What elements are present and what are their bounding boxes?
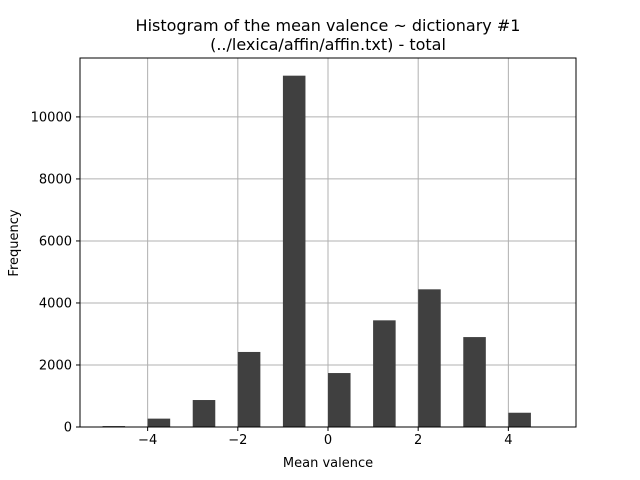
y-tick-label: 8000: [39, 172, 72, 187]
y-axis-label: Frequency: [7, 209, 22, 276]
histogram-bar: [237, 351, 261, 427]
y-tick-label: 2000: [39, 358, 72, 373]
histogram-bars: [102, 75, 531, 427]
y-tick-label: 0: [64, 421, 72, 436]
x-tick-label: 2: [414, 433, 422, 448]
x-tick-label: −2: [228, 433, 247, 448]
histogram-bar: [418, 289, 441, 427]
x-tick-label: −4: [138, 433, 157, 448]
y-tick-label: 10000: [31, 110, 72, 125]
histogram-bar: [463, 337, 486, 427]
y-tick-label: 6000: [39, 234, 72, 249]
y-axis-ticks: 0 2000 4000 6000 8000 10000: [31, 110, 80, 436]
histogram-bar: [373, 320, 396, 427]
chart-subtitle: (../lexica/affin/affin.txt) - total: [210, 35, 446, 54]
x-axis-ticks: −4 −2 0 2 4: [138, 427, 513, 448]
histogram-bar: [192, 400, 216, 427]
y-tick-label: 4000: [39, 296, 72, 311]
chart-title: Histogram of the mean valence ~ dictiona…: [136, 16, 521, 35]
x-tick-label: 0: [324, 433, 332, 448]
histogram-bar: [328, 373, 351, 427]
x-axis-label: Mean valence: [283, 456, 373, 471]
histogram-bar: [147, 418, 171, 427]
histogram-bar: [508, 412, 531, 427]
histogram-bar: [282, 75, 306, 427]
x-tick-label: 4: [504, 433, 512, 448]
